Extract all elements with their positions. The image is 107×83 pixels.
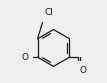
Text: O: O <box>21 53 28 62</box>
Text: Cl: Cl <box>44 8 53 17</box>
Text: O: O <box>79 66 86 75</box>
